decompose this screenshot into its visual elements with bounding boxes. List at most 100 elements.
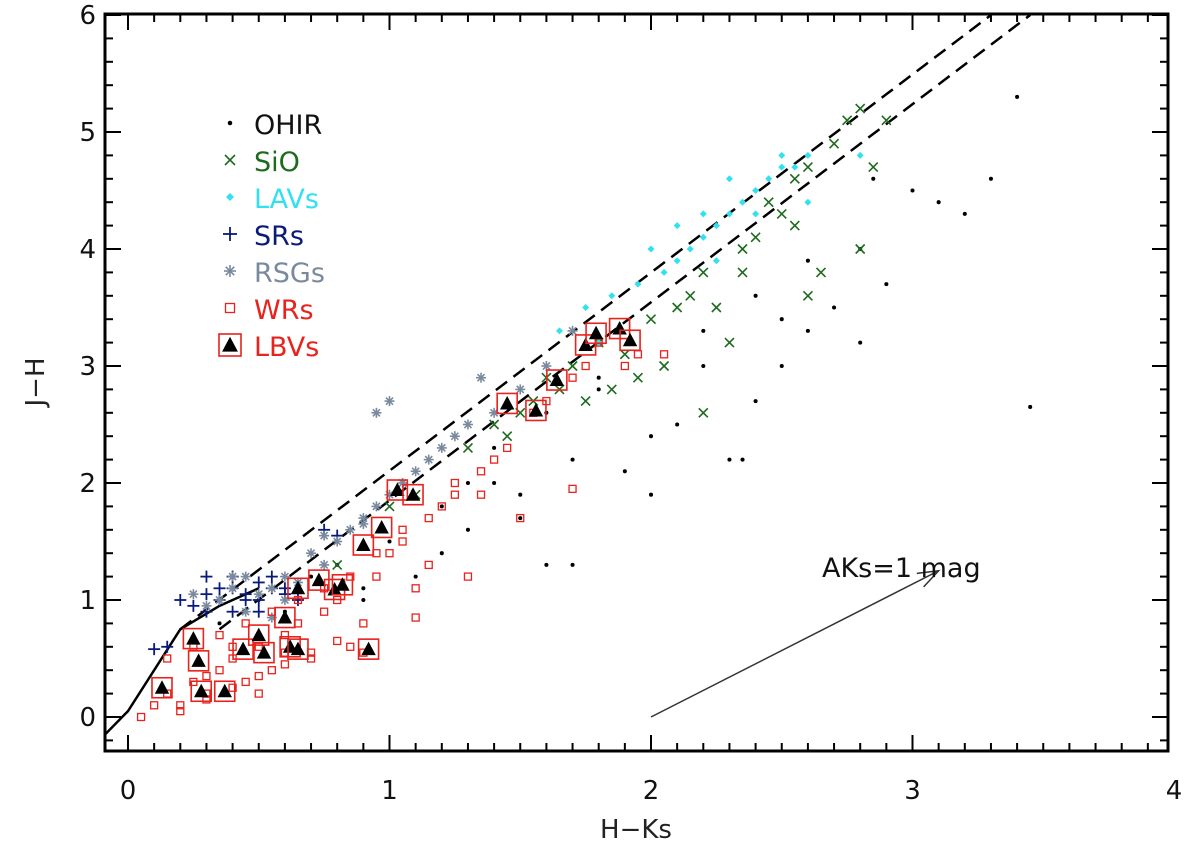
marker-triangle [499, 395, 515, 410]
data-point-sio [763, 197, 774, 208]
marker-shape [163, 654, 172, 663]
y-tick-label: 3 [79, 352, 96, 382]
marker-shape [582, 304, 590, 311]
y-tick-label: 6 [79, 1, 96, 31]
marker-shape [215, 595, 224, 605]
data-point-wrs [215, 630, 224, 640]
data-point-lavs [725, 210, 733, 218]
data-point-srs [213, 582, 226, 595]
data-point-lbvs [370, 516, 393, 539]
data-point-lbvs [232, 638, 254, 660]
legend-label-ohir: OHIR [254, 110, 322, 141]
marker-shape [727, 457, 732, 462]
marker-shape [228, 584, 237, 593]
data-point-wrs [568, 484, 577, 494]
marker-shape [724, 337, 735, 348]
y-tick-label: 2 [79, 469, 96, 499]
marker-shape [516, 513, 525, 523]
marker-shape [858, 340, 863, 345]
data-point-lavs [582, 304, 590, 311]
data-point-srs [187, 599, 200, 612]
x-tick-label: 1 [381, 776, 398, 806]
data-point-rsgs [462, 419, 473, 430]
data-point-sio [737, 267, 748, 278]
legend-item-srs: SRs [223, 221, 304, 252]
y-tick-label: 4 [79, 235, 96, 265]
data-point-rsgs [188, 589, 199, 600]
marker-shape [791, 163, 799, 171]
data-point-wrs [346, 572, 355, 581]
marker-shape [988, 176, 993, 181]
data-point-lbvs [585, 322, 607, 345]
data-point-wrs [149, 701, 159, 710]
data-point-wrs [280, 660, 290, 669]
x-tick-label: 2 [643, 776, 660, 806]
data-point-ohir [832, 305, 837, 310]
data-point-lavs [791, 163, 799, 171]
data-point-sio [645, 314, 657, 325]
data-point-ohir [805, 258, 810, 263]
data-point-wrs [241, 619, 250, 628]
data-point-rsgs [567, 325, 578, 336]
legend: OHIR SiO LAVs SRs RSGs WRs LBVs [218, 110, 325, 363]
x-tick-label: 4 [1166, 776, 1183, 806]
data-point-lavs [712, 257, 720, 265]
marker-box [287, 638, 309, 660]
data-point-lbvs [190, 680, 213, 703]
data-point-wrs [385, 549, 394, 558]
legend-label-sio: SiO [254, 147, 300, 178]
marker-shape [701, 363, 706, 369]
data-point-rsgs [345, 524, 356, 535]
marker-shape [580, 396, 591, 407]
data-point-wrs [163, 654, 172, 663]
marker-shape [332, 559, 343, 570]
marker-box [546, 369, 568, 391]
legend-item-ohir: OHIR [227, 110, 322, 141]
data-point-lbvs [546, 369, 568, 391]
data-point-rsgs [214, 595, 225, 605]
marker-shape [516, 385, 525, 394]
data-point-ohir [701, 363, 706, 369]
marker-triangle [549, 372, 565, 387]
data-point-sio [698, 267, 709, 278]
marker-shape [224, 154, 236, 166]
marker-box [386, 479, 409, 501]
data-point-rsgs [371, 407, 382, 418]
data-point-wrs [450, 490, 460, 499]
marker-shape [476, 467, 486, 476]
marker-shape [910, 188, 915, 193]
marker-shape [241, 619, 250, 628]
marker-shape [699, 210, 707, 218]
marker-shape [176, 701, 185, 710]
marker-triangle [251, 627, 266, 642]
marker-box [187, 650, 210, 672]
data-point-lbvs [287, 638, 309, 660]
data-point-rsgs [227, 583, 238, 594]
data-point-sio [789, 220, 800, 231]
data-point-lavs [712, 222, 720, 230]
marker-shape [779, 317, 784, 322]
marker-shape [737, 267, 748, 278]
data-point-sio [802, 162, 813, 173]
marker-shape [686, 245, 694, 253]
marker-shape [254, 689, 263, 698]
marker-triangle [588, 325, 604, 340]
marker-shape [346, 525, 355, 534]
marker-shape [673, 257, 681, 265]
data-point-wrs [620, 361, 629, 371]
data-point-rsgs [201, 600, 212, 611]
marker-shape [634, 280, 642, 288]
data-point-ohir [1015, 94, 1020, 99]
series-ohir [217, 94, 1033, 626]
marker-shape [712, 222, 720, 230]
marker-shape [802, 290, 813, 301]
marker-shape [228, 683, 237, 692]
legend-item-rsgs: RSGs [224, 258, 325, 289]
data-point-ohir [465, 480, 470, 486]
data-point-lavs [673, 257, 681, 265]
marker-shape [518, 492, 523, 497]
marker-box [585, 322, 607, 345]
y-tick-label: 1 [79, 586, 96, 616]
data-point-wrs [202, 671, 211, 681]
